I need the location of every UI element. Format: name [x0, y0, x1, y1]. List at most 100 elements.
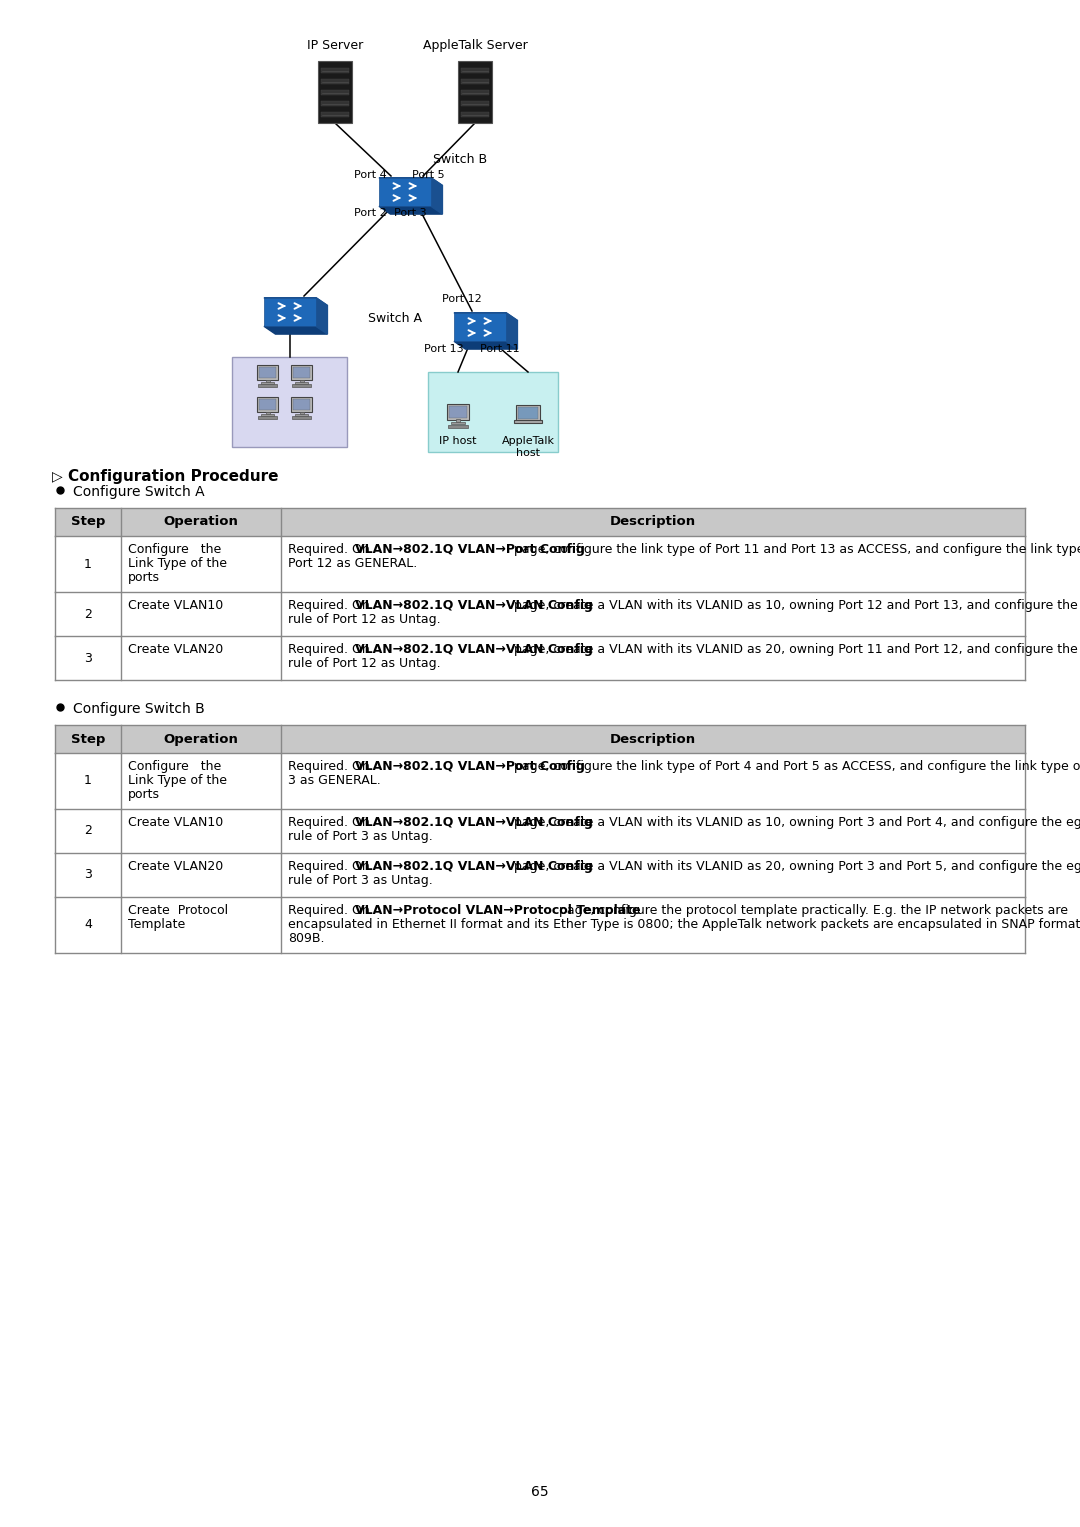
Text: 809B.: 809B.: [288, 931, 324, 945]
Text: VLAN→802.1Q VLAN→VLAN Config: VLAN→802.1Q VLAN→VLAN Config: [355, 860, 593, 873]
Text: Required. On: Required. On: [288, 544, 374, 556]
Text: Required. On: Required. On: [288, 815, 374, 829]
Text: Switch A: Switch A: [368, 313, 422, 325]
Bar: [292, 397, 312, 412]
Bar: [454, 313, 507, 342]
Bar: [515, 405, 540, 421]
Bar: [55, 753, 1025, 809]
Text: rule of Port 12 as Untag.: rule of Port 12 as Untag.: [288, 612, 441, 626]
Text: rule of Port 3 as Untag.: rule of Port 3 as Untag.: [288, 873, 433, 887]
Text: Port 5: Port 5: [411, 169, 444, 180]
Bar: [295, 382, 308, 383]
Bar: [257, 397, 278, 412]
Bar: [456, 420, 460, 421]
Text: page, create a VLAN with its VLANID as 20, owning Port 11 and Port 12, and confi: page, create a VLAN with its VLANID as 2…: [511, 643, 1080, 657]
Text: Configure Switch A: Configure Switch A: [73, 486, 204, 499]
Text: AppleTalk
host: AppleTalk host: [501, 437, 554, 458]
Bar: [514, 420, 541, 423]
Bar: [461, 69, 489, 73]
Bar: [447, 403, 469, 420]
Text: 3 as GENERAL.: 3 as GENERAL.: [288, 774, 381, 786]
Bar: [258, 385, 276, 388]
Polygon shape: [264, 298, 327, 305]
Text: Create VLAN10: Create VLAN10: [127, 815, 224, 829]
Text: Required. On: Required. On: [288, 643, 374, 657]
Bar: [461, 111, 489, 118]
Text: Create VLAN20: Create VLAN20: [127, 860, 224, 873]
Text: Create VLAN10: Create VLAN10: [127, 599, 224, 612]
Bar: [293, 385, 311, 388]
Bar: [292, 365, 312, 380]
Text: IP Server: IP Server: [307, 40, 363, 52]
Bar: [449, 406, 467, 418]
Bar: [266, 380, 270, 382]
Text: Switch B: Switch B: [433, 153, 487, 166]
Polygon shape: [507, 313, 517, 350]
Text: Configure   the: Configure the: [127, 544, 221, 556]
Text: Configure Switch B: Configure Switch B: [73, 702, 205, 716]
Text: encapsulated in Ethernet II format and its Ether Type is 0800; the AppleTalk net: encapsulated in Ethernet II format and i…: [288, 918, 1080, 931]
Polygon shape: [379, 177, 443, 185]
Text: page, configure the link type of Port 11 and Port 13 as ACCESS, and configure th: page, configure the link type of Port 11…: [511, 544, 1080, 556]
Text: Create VLAN20: Create VLAN20: [127, 643, 224, 657]
Bar: [55, 809, 1025, 854]
Text: 3: 3: [84, 652, 92, 664]
Bar: [517, 406, 538, 418]
Text: AppleTalk Server: AppleTalk Server: [422, 40, 527, 52]
Bar: [321, 79, 349, 84]
Text: page, configure the link type of Port 4 and Port 5 as ACCESS, and configure the : page, configure the link type of Port 4 …: [511, 760, 1080, 773]
Bar: [321, 111, 349, 118]
Text: page, create a VLAN with its VLANID as 10, owning Port 12 and Port 13, and confi: page, create a VLAN with its VLANID as 1…: [511, 599, 1080, 612]
Polygon shape: [379, 206, 443, 214]
Bar: [293, 417, 311, 420]
Text: 4: 4: [84, 919, 92, 931]
Text: VLAN→802.1Q VLAN→VLAN Config: VLAN→802.1Q VLAN→VLAN Config: [355, 599, 593, 612]
Bar: [55, 896, 1025, 953]
Text: 3: 3: [84, 869, 92, 881]
Text: ports: ports: [127, 571, 160, 583]
Text: 1: 1: [84, 774, 92, 788]
Text: VLAN→802.1Q VLAN→VLAN Config: VLAN→802.1Q VLAN→VLAN Config: [355, 815, 593, 829]
Polygon shape: [454, 342, 517, 350]
Bar: [294, 366, 310, 379]
Polygon shape: [316, 298, 327, 334]
Text: 65: 65: [531, 1484, 549, 1500]
Polygon shape: [431, 177, 443, 214]
Bar: [461, 101, 489, 105]
Bar: [55, 725, 1025, 753]
Text: Template: Template: [127, 918, 185, 931]
Text: Operation: Operation: [163, 516, 239, 528]
Text: Port 13: Port 13: [424, 344, 463, 354]
Bar: [260, 382, 274, 383]
Bar: [461, 90, 489, 95]
Text: VLAN→802.1Q VLAN→Port Config: VLAN→802.1Q VLAN→Port Config: [355, 760, 585, 773]
Text: Required. On: Required. On: [288, 760, 374, 773]
Bar: [428, 373, 558, 452]
Text: rule of Port 12 as Untag.: rule of Port 12 as Untag.: [288, 657, 441, 670]
Bar: [294, 399, 310, 411]
Bar: [259, 366, 275, 379]
Bar: [458, 61, 492, 124]
Bar: [450, 421, 465, 425]
Bar: [232, 357, 347, 447]
Text: VLAN→802.1Q VLAN→Port Config: VLAN→802.1Q VLAN→Port Config: [355, 544, 585, 556]
Text: IP host: IP host: [440, 437, 476, 446]
Text: Port 4: Port 4: [353, 169, 387, 180]
Text: 1: 1: [84, 557, 92, 571]
Bar: [260, 414, 274, 415]
Text: Port 3: Port 3: [394, 208, 427, 218]
Text: Description: Description: [610, 733, 697, 745]
Bar: [321, 90, 349, 95]
Bar: [299, 412, 303, 414]
Bar: [55, 637, 1025, 680]
Text: rule of Port 3 as Untag.: rule of Port 3 as Untag.: [288, 831, 433, 843]
Bar: [55, 536, 1025, 592]
Bar: [295, 414, 308, 415]
Bar: [257, 365, 278, 380]
Bar: [259, 399, 275, 411]
Bar: [55, 508, 1025, 536]
Text: Description: Description: [610, 516, 697, 528]
Text: VLAN→Protocol VLAN→Protocol Template: VLAN→Protocol VLAN→Protocol Template: [355, 904, 640, 918]
Bar: [258, 417, 276, 420]
Text: Port 12 as GENERAL.: Port 12 as GENERAL.: [288, 557, 417, 570]
